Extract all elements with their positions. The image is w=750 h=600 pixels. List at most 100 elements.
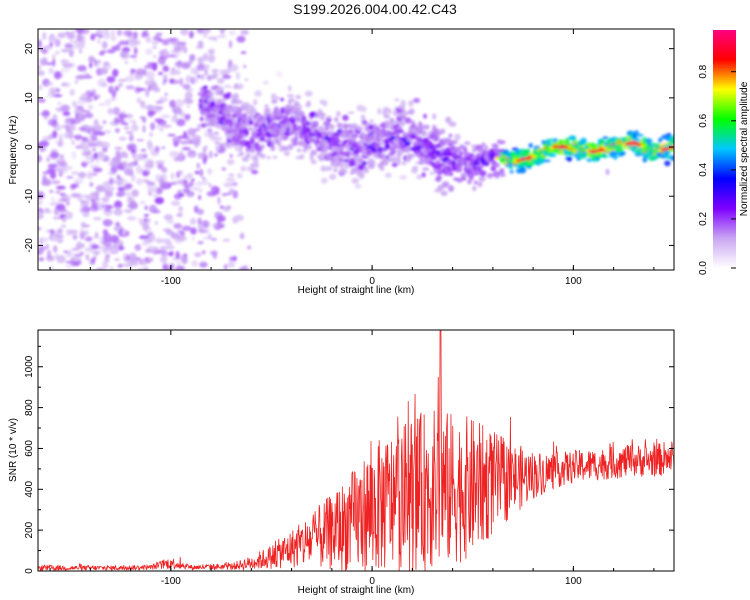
spectrogram-cell [94,124,104,131]
spectrogram-cell [91,249,101,256]
spectrogram-cell [77,100,86,105]
spectrogram-cell [232,255,237,262]
spectrogram-cell [47,163,58,169]
spectrogram-cell [216,77,225,84]
spectrogram-cell [155,32,163,36]
spectrogram-cell [271,99,278,104]
spectrogram-cell [63,81,71,88]
spectrogram-cell [144,217,148,223]
spectrogram-cell [73,102,77,109]
spectrogram-cell [188,141,195,144]
spectrogram-cell [670,155,674,162]
spectrogram-cell [511,147,519,151]
spectrogram-cell [565,137,570,143]
spectrogram-cell [66,176,74,179]
spectrogram-cell [180,29,189,36]
spectrogram-cell [370,147,379,153]
spectrogram-cell [134,244,142,251]
spectrogram-cell [152,55,157,58]
spectrogram-cell [291,140,300,147]
spectrogram-cell [180,231,186,236]
spectrogram-cell [446,138,452,143]
spectrogram-cell [72,234,78,240]
spectrogram-cell [161,42,170,46]
spectrogram-cell [183,184,191,189]
spectrogram-cell [179,77,184,87]
spectrogram-cell [306,100,311,106]
spectrogram-cell [385,172,392,178]
spectrogram-cell [58,167,68,174]
spectrogram-cell [38,227,42,230]
spectrogram-cell [117,264,123,268]
spectrogram-cell [549,138,554,142]
spectrogram-cell [121,151,127,158]
spectrogram-cell [139,200,146,205]
spectrogram-cell [148,78,156,87]
spectrogram-cell [278,133,283,140]
spectrogram-cell [658,137,663,143]
spectrogram-cell [416,174,423,180]
spectrogram-cell [90,33,96,41]
spectrogram-cell [404,117,412,124]
spectrogram-cell [312,120,319,125]
spectrogram-cell [197,224,202,230]
spectrogram-cell [155,237,163,244]
spectrogram-cell [364,168,369,174]
spectrogram-cell [299,154,305,160]
spectrogram-cell [169,70,176,76]
spectrogram-cell [320,148,328,154]
snr-y-tick-label: 0 [24,568,35,574]
spectrogram-cell [141,68,147,76]
spectrogram-cell [344,150,352,156]
spectrogram-cell [40,237,50,242]
spectrogram-cell [60,48,71,53]
spectrogram-cell [273,134,279,138]
spectrogram-cell [400,99,406,107]
spectrogram-cell [101,41,108,50]
spectrogram-cell [391,162,398,167]
spectrogram-cell [160,58,164,67]
spectrogram-cell [124,122,129,126]
spectrogram-cell [82,148,93,157]
spectrogram-cell [117,113,128,119]
spectrogram-cell [92,147,97,152]
spectrogram-cell [142,222,150,231]
spectrogram-cell [435,175,443,180]
spectrogram-cell [166,219,175,225]
spectrogram-cell [101,249,111,253]
spectrogram-cell [96,202,104,211]
spectrogram-cell [191,260,198,268]
spectrogram-cell [76,42,85,50]
spectrogram-cell [77,171,87,179]
spectrogram-cell [280,128,288,133]
spectrogram-cell [83,161,92,164]
spectrogram-cell [197,217,202,226]
spectrogram-cell [192,186,200,191]
spectrogram-cell [336,110,341,118]
spectrogram-cell [253,99,258,106]
spectrogram-y-axis-label: Frequency (Hz) [8,116,19,185]
spectrogram-cell [176,118,186,127]
spectrogram-cell [42,78,50,87]
spectrogram-cell [228,30,237,36]
spectrogram-cell [334,117,339,123]
spectrogram-cell [60,59,66,64]
spectrogram-cell [89,182,94,187]
spectrogram-x-axis-label: Height of straight line (km) [298,285,415,296]
spectrogram-cell [250,169,259,175]
spectrogram-cell [287,85,292,92]
spectrogram-cell [54,141,62,144]
spectrogram-cell [394,98,400,102]
spectrogram-cell [199,168,204,177]
spectrogram-cell [620,151,626,157]
spectrogram-cell [98,155,106,160]
spectrogram-cell [108,85,114,94]
spectrogram-cell [294,135,299,142]
spectrogram-cell [519,166,527,174]
spectrogram-cell [347,111,355,115]
spectrogram-cell [478,176,486,182]
spectrogram-heatmap [38,29,674,270]
spectrogram-cell [52,58,56,67]
spectrogram-cell [76,241,82,250]
spectrogram-cell [525,148,531,153]
